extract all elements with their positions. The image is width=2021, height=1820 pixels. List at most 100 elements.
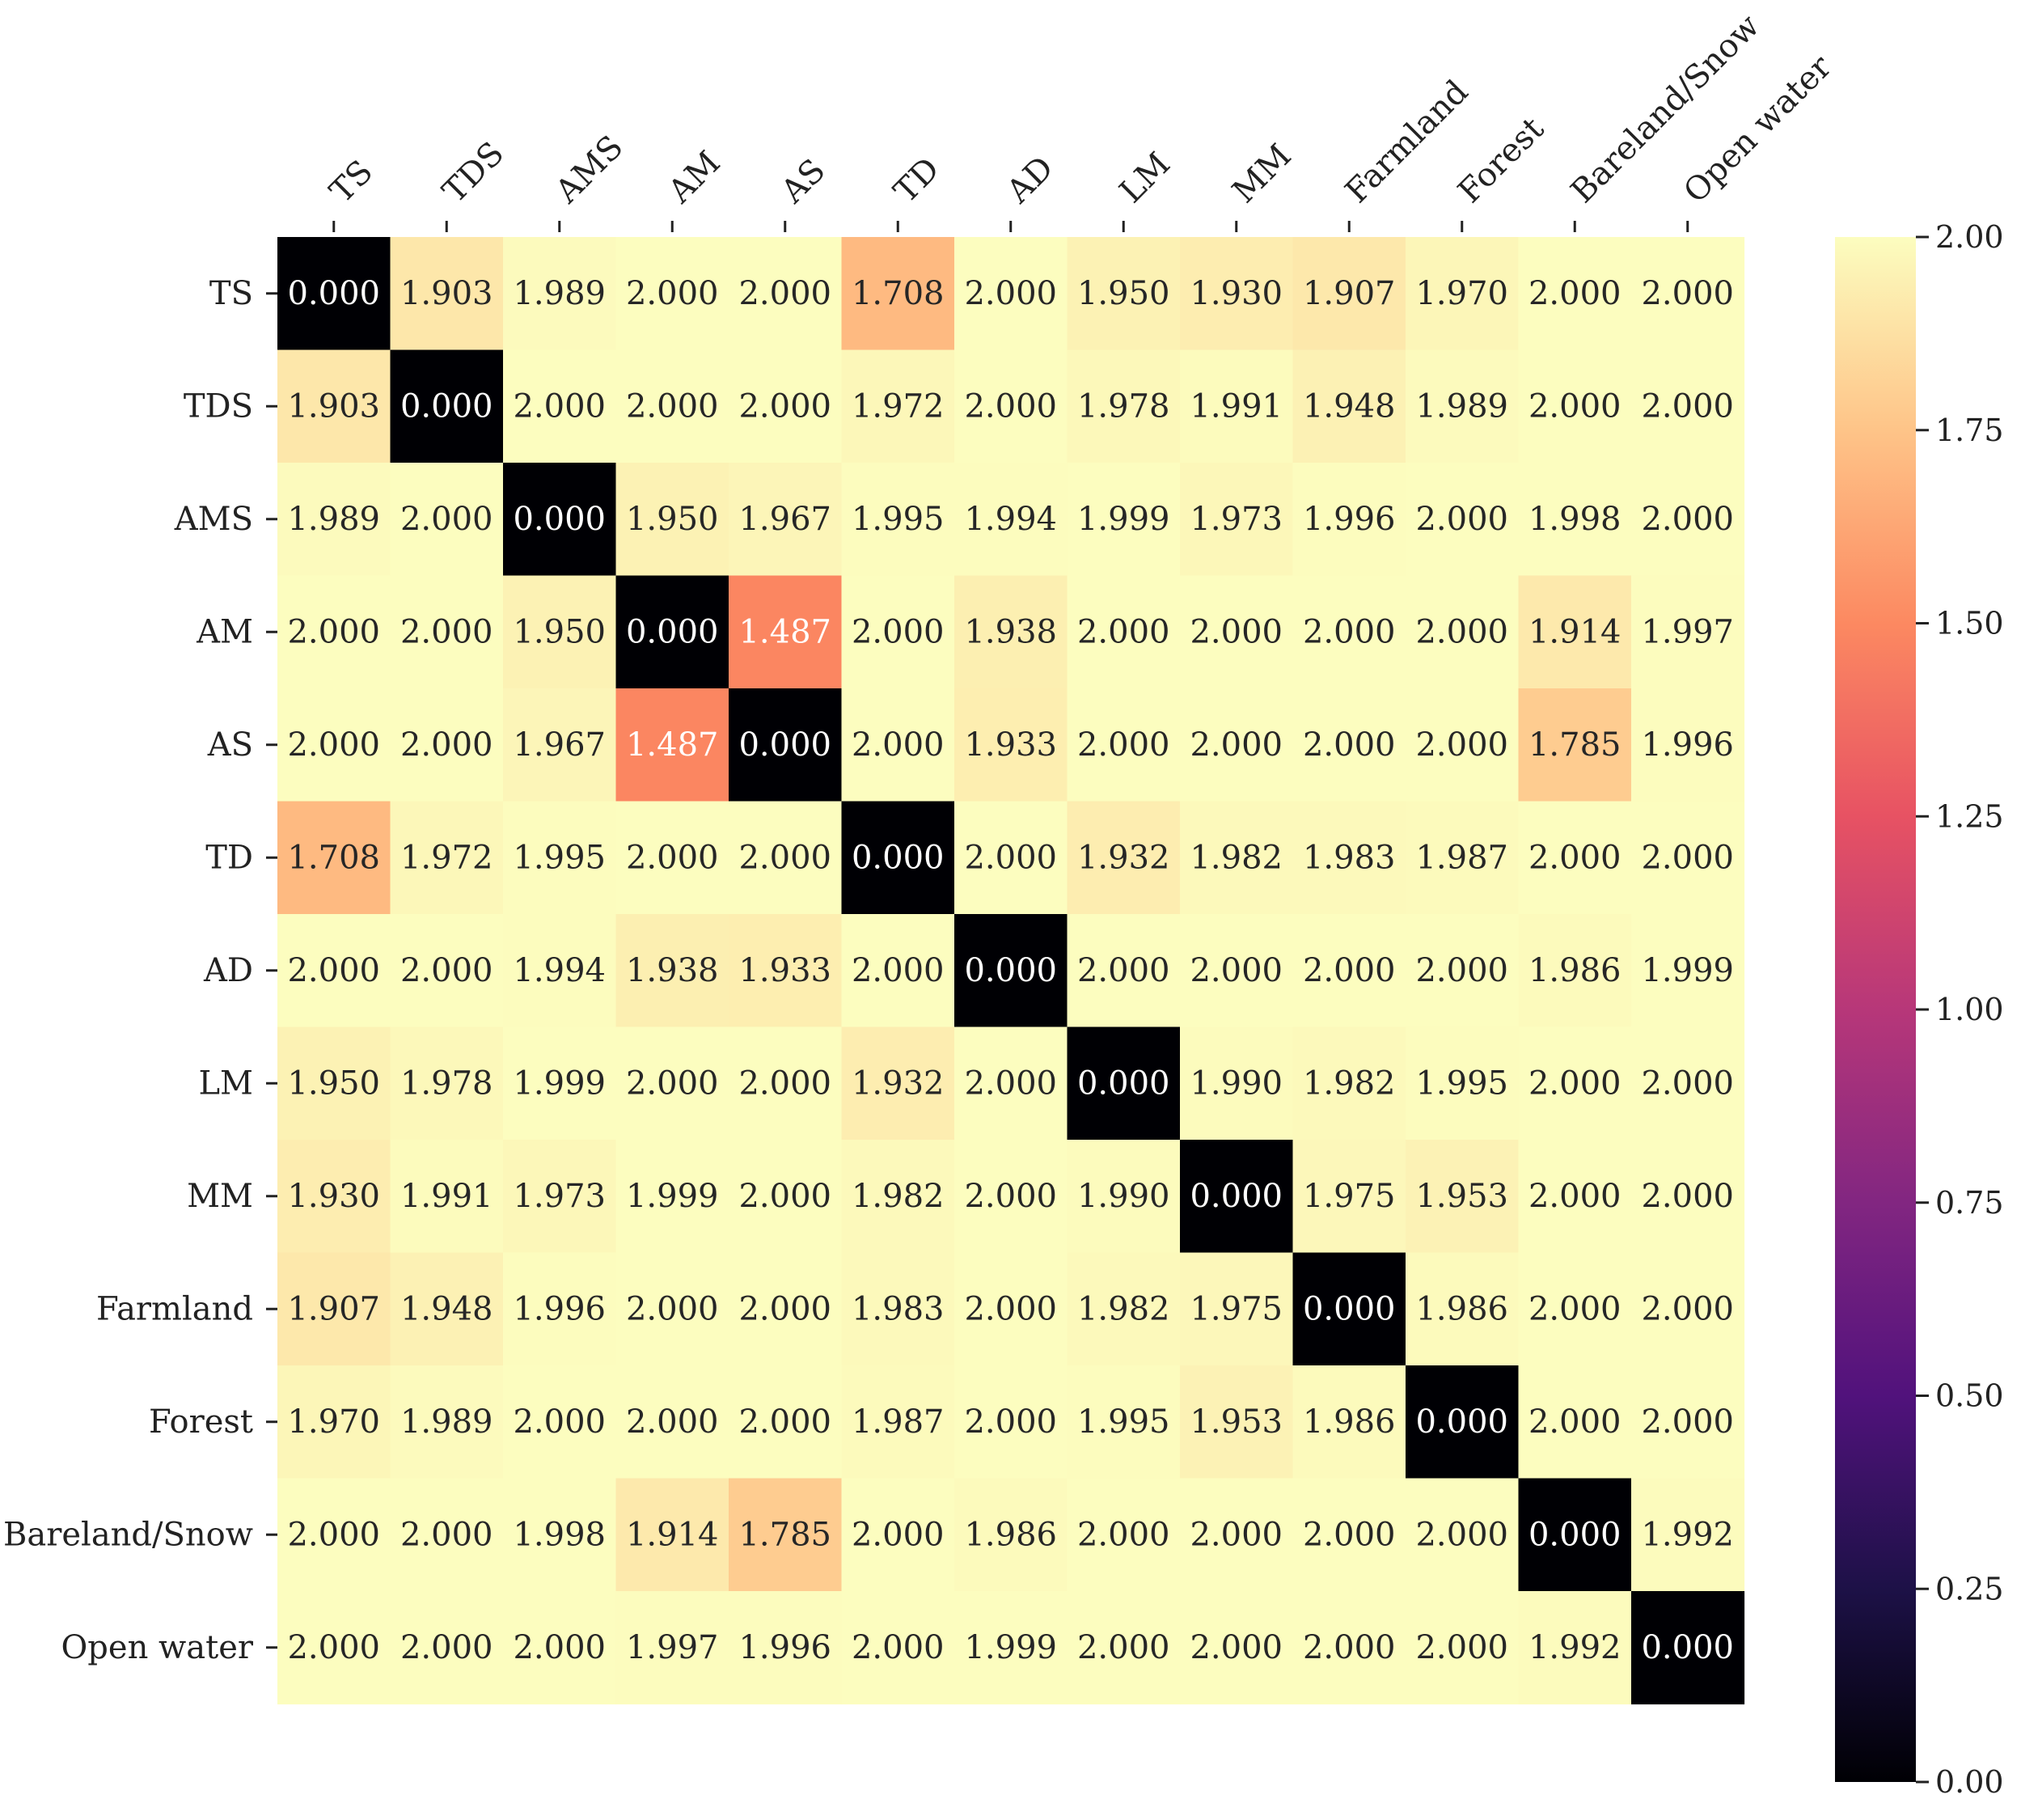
cell-value-label: 2.000 bbox=[964, 1064, 1057, 1102]
cell-value-label: 1.967 bbox=[738, 501, 831, 538]
cell-value-label: 1.975 bbox=[1303, 1178, 1396, 1215]
cell-value-label: 0.000 bbox=[1415, 1403, 1508, 1441]
heatmap-cell-1-4 bbox=[729, 349, 843, 463]
cell-value-label: 1.995 bbox=[1415, 1064, 1508, 1102]
heatmap-cell-9-12 bbox=[1631, 1252, 1745, 1366]
cell-value-label: 1.970 bbox=[1415, 275, 1508, 312]
colorbar-tick-label: 0.00 bbox=[1935, 1764, 2004, 1800]
heatmap-cell-2-2 bbox=[503, 463, 617, 577]
cell-value-label: 1.708 bbox=[852, 275, 945, 312]
heatmap-cell-9-1 bbox=[390, 1252, 504, 1366]
heatmap-cell-2-0 bbox=[277, 463, 391, 577]
heatmap-cell-4-6 bbox=[954, 688, 1068, 802]
heatmap-cell-11-7 bbox=[1067, 1478, 1181, 1592]
cell-value-label: 2.000 bbox=[738, 1403, 831, 1441]
cell-value-label: 2.000 bbox=[964, 839, 1057, 876]
heatmap-cell-10-6 bbox=[954, 1365, 1068, 1479]
cell-value-label: 2.000 bbox=[1077, 1516, 1170, 1553]
cell-value-label: 1.932 bbox=[852, 1064, 945, 1102]
heatmap-cell-2-1 bbox=[390, 463, 504, 577]
cell-value-label: 1.995 bbox=[852, 501, 945, 538]
cell-value-label: 1.990 bbox=[1077, 1178, 1170, 1215]
heatmap-cell-3-3 bbox=[615, 575, 729, 689]
cell-value-label: 2.000 bbox=[400, 1629, 493, 1666]
heatmap-cell-1-9 bbox=[1292, 349, 1406, 463]
cell-value-label: 1.999 bbox=[626, 1178, 719, 1215]
cell-value-label: 1.907 bbox=[287, 1290, 380, 1327]
heatmap-cell-6-9 bbox=[1292, 914, 1406, 1028]
heatmap-cell-9-3 bbox=[615, 1252, 729, 1366]
heatmap-cell-1-7 bbox=[1067, 349, 1181, 463]
heatmap-cell-11-4 bbox=[729, 1478, 843, 1592]
heatmap-cell-0-5 bbox=[841, 237, 955, 351]
cell-value-label: 1.972 bbox=[852, 387, 945, 425]
cell-value-label: 1.999 bbox=[513, 1064, 606, 1102]
heatmap-cell-12-5 bbox=[841, 1591, 955, 1705]
row-label: AS bbox=[207, 726, 253, 764]
heatmap-cell-5-6 bbox=[954, 801, 1068, 915]
cell-value-label: 2.000 bbox=[1077, 613, 1170, 650]
cell-value-label: 1.930 bbox=[287, 1178, 380, 1215]
cell-value-label: 1.995 bbox=[513, 839, 606, 876]
heatmap-cell-0-2 bbox=[503, 237, 617, 351]
heatmap-cell-4-2 bbox=[503, 688, 617, 802]
heatmap-cell-7-1 bbox=[390, 1026, 504, 1141]
cell-value-label: 2.000 bbox=[738, 1290, 831, 1327]
heatmap-cell-1-0 bbox=[277, 349, 391, 463]
heatmap-cell-3-9 bbox=[1292, 575, 1406, 689]
cell-value-label: 2.000 bbox=[1641, 1064, 1734, 1102]
heatmap-cell-1-6 bbox=[954, 349, 1068, 463]
cell-value-label: 1.950 bbox=[287, 1064, 380, 1102]
heatmap-cell-5-0 bbox=[277, 801, 391, 915]
heatmap-cell-8-9 bbox=[1292, 1140, 1406, 1254]
heatmap-cell-6-5 bbox=[841, 914, 955, 1028]
heatmap-cell-12-8 bbox=[1180, 1591, 1294, 1705]
heatmap-cell-5-10 bbox=[1406, 801, 1520, 915]
heatmap-cell-4-10 bbox=[1406, 688, 1520, 802]
heatmap-cell-10-9 bbox=[1292, 1365, 1406, 1479]
heatmap-cell-11-12 bbox=[1631, 1478, 1745, 1592]
row-label: TD bbox=[205, 839, 253, 876]
cell-value-label: 0.000 bbox=[1303, 1290, 1396, 1327]
cell-value-label: 1.903 bbox=[287, 387, 380, 425]
heatmap-cell-3-1 bbox=[390, 575, 504, 689]
cell-value-label: 1.973 bbox=[513, 1178, 606, 1215]
cell-value-label: 2.000 bbox=[1528, 1064, 1621, 1102]
cell-value-label: 2.000 bbox=[852, 726, 945, 764]
heatmap-cell-5-5 bbox=[841, 801, 955, 915]
cell-value-label: 1.903 bbox=[400, 275, 493, 312]
cell-value-label: 1.995 bbox=[1077, 1403, 1170, 1441]
cell-value-label: 2.000 bbox=[1303, 726, 1396, 764]
cell-value-label: 1.996 bbox=[1303, 501, 1396, 538]
heatmap-cell-2-8 bbox=[1180, 463, 1294, 577]
cell-value-label: 2.000 bbox=[1415, 1629, 1508, 1666]
cell-value-label: 2.000 bbox=[626, 839, 719, 876]
heatmap-cell-0-7 bbox=[1067, 237, 1181, 351]
heatmap-cell-3-10 bbox=[1406, 575, 1520, 689]
heatmap-cell-5-7 bbox=[1067, 801, 1181, 915]
cell-value-label: 0.000 bbox=[738, 726, 831, 764]
heatmap-cell-0-12 bbox=[1631, 237, 1745, 351]
heatmap-cell-8-2 bbox=[503, 1140, 617, 1254]
heatmap-cell-11-1 bbox=[390, 1478, 504, 1592]
column-label: TS bbox=[323, 153, 380, 210]
heatmap-cell-10-10 bbox=[1406, 1365, 1520, 1479]
cell-value-label: 1.992 bbox=[1528, 1629, 1621, 1666]
cell-value-label: 2.000 bbox=[287, 726, 380, 764]
heatmap-cell-4-12 bbox=[1631, 688, 1745, 802]
cell-value-label: 2.000 bbox=[1528, 275, 1621, 312]
cell-value-label: 1.973 bbox=[1190, 501, 1283, 538]
column-label: AMS bbox=[548, 129, 631, 211]
cell-value-label: 0.000 bbox=[1528, 1516, 1621, 1553]
colorbar-tick-label: 1.25 bbox=[1935, 798, 2004, 834]
cell-value-label: 2.000 bbox=[626, 1064, 719, 1102]
heatmap-cell-0-4 bbox=[729, 237, 843, 351]
heatmap-cell-10-11 bbox=[1518, 1365, 1632, 1479]
cell-value-label: 1.989 bbox=[287, 501, 380, 538]
cell-value-label: 0.000 bbox=[1077, 1064, 1170, 1102]
cell-value-label: 2.000 bbox=[513, 1629, 606, 1666]
heatmap-cell-7-0 bbox=[277, 1026, 391, 1141]
heatmap-cell-12-7 bbox=[1067, 1591, 1181, 1705]
heatmap-cell-0-9 bbox=[1292, 237, 1406, 351]
cell-value-label: 1.989 bbox=[1415, 387, 1508, 425]
